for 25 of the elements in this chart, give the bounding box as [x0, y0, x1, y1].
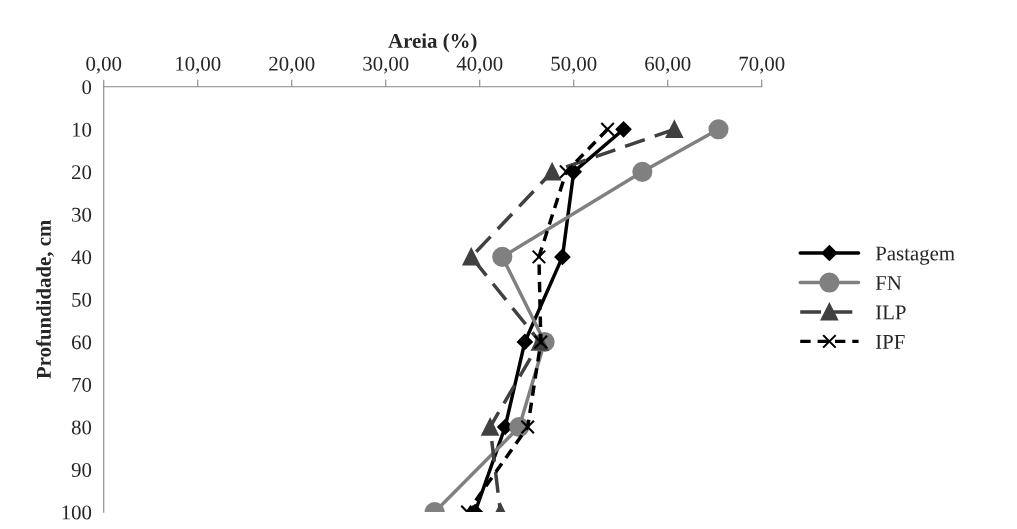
y-tick-label: 40 [71, 250, 92, 265]
y-tick-label: 80 [71, 420, 92, 435]
x-tick-label: 70,00 [739, 56, 785, 74]
x-tick-label: 60,00 [645, 56, 691, 74]
y-tick-label: 10 [72, 122, 92, 137]
y-tick-label: 60 [71, 335, 92, 350]
x-tick-label: 20,00 [269, 56, 315, 74]
x-tick-label: 50,00 [551, 56, 597, 74]
y-tick-label: 0 [82, 80, 92, 95]
y-tick-label: 20 [72, 165, 92, 180]
y-tick-label: 90 [71, 462, 92, 477]
legend-label: FN [875, 276, 902, 290]
x-axis-title: Areia (%) [388, 33, 477, 53]
y-tick-label: 30 [72, 207, 92, 222]
y-axis-title: Profundidade, cm [36, 220, 54, 379]
legend-label: Pastagem [875, 246, 955, 265]
y-tick-label: 70 [72, 377, 92, 392]
x-tick-label: 40,00 [456, 56, 503, 74]
legend-label: IPF [875, 335, 905, 349]
legend-label: ILP [875, 305, 906, 320]
y-tick-label: 100 [62, 505, 92, 520]
x-tick-label: 10,00 [176, 56, 221, 74]
x-tick-label: 0,00 [86, 56, 122, 74]
x-tick-label: 30,00 [363, 56, 409, 74]
y-tick-label: 50 [72, 292, 92, 307]
